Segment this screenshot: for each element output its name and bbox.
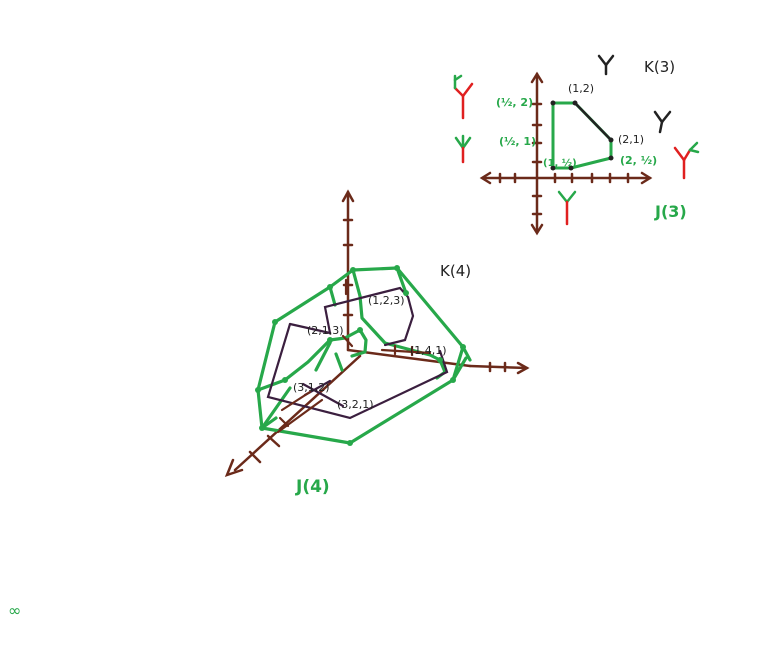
large-polytope-purple — [266, 286, 449, 420]
label-1-4-1: (1,4,1) — [410, 344, 447, 357]
tree-icon — [557, 190, 577, 226]
small-caption: J(3) — [654, 202, 687, 221]
large-vertices — [255, 265, 466, 446]
small-diagram: K(3) J(3) (1,2) (2,1) (½, 2) (½, 1) (1, … — [453, 54, 700, 236]
label-3-2-1: (3,2,1) — [337, 398, 374, 411]
tree-icon — [597, 54, 615, 76]
label-1-2: (1,2) — [568, 82, 594, 95]
small-title: K(3) — [644, 58, 675, 76]
label-2-1-3: (2,1,3) — [307, 324, 344, 337]
tree-icon — [673, 141, 700, 180]
small-hexagon-black-edge — [574, 102, 612, 141]
large-x-axis — [346, 348, 472, 368]
large-inner-hatch — [276, 278, 432, 434]
corner-mark: ∞ — [8, 601, 21, 620]
large-diagram: K(4) J(4) (1,2,3) (2,1,3) (1,4,1) (3,1,2… — [224, 189, 530, 497]
label-half-1: (½, 1) — [499, 135, 536, 148]
label-1-half: (1, ½) — [543, 158, 577, 169]
label-2-1: (2,1) — [618, 133, 644, 146]
tree-icon — [454, 134, 472, 164]
tree-icon — [453, 74, 474, 120]
large-y-axis — [233, 354, 362, 472]
large-axes — [224, 189, 530, 478]
small-y-arrow — [530, 71, 544, 84]
small-axes — [479, 71, 653, 236]
small-x-arrow-neg — [479, 171, 492, 185]
label-3-1-2: (3,1,2) — [293, 381, 330, 394]
label-1-2-3: (1,2,3) — [368, 294, 405, 307]
small-vertices — [550, 100, 614, 171]
label-2-half: (2, ½) — [620, 154, 657, 167]
large-caption: J(4) — [295, 477, 330, 497]
small-tree-glyphs — [453, 54, 700, 226]
label-half-2: (½, 2) — [496, 96, 533, 109]
tree-icon — [653, 110, 672, 134]
large-title: K(4) — [440, 262, 471, 280]
small-y-arrow-neg — [530, 223, 544, 236]
small-x-arrow — [640, 171, 653, 185]
